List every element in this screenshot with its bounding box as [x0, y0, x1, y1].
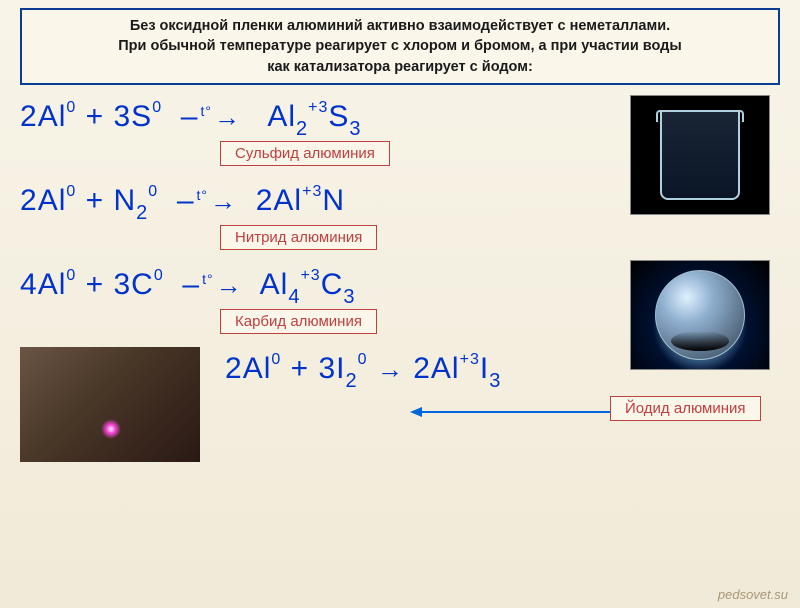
eq1-r2-coef: 3: [113, 100, 131, 133]
eq2-p1-sup: +3: [302, 183, 322, 200]
eq3-p1-sub: 4: [288, 286, 300, 308]
eq1-r2: S: [131, 100, 152, 133]
eq3-cond: t°: [202, 271, 214, 287]
eq4-p1: Al: [431, 352, 460, 385]
eq1-r1-coef: 2: [20, 100, 38, 133]
eq3-r1-sup: 0: [66, 267, 76, 284]
eq3-r2: C: [131, 268, 154, 301]
header-description: Без оксидной пленки алюминий активно вза…: [20, 8, 780, 85]
eq4-p1-sup: +3: [460, 351, 480, 368]
eq2-r1-sup: 0: [66, 183, 76, 200]
eq2-cond: t°: [197, 187, 209, 203]
eq2-r1-coef: 2: [20, 184, 38, 217]
eq1-r1: Al: [38, 100, 67, 133]
eq4-r1: Al: [243, 352, 272, 385]
eq1-p2: S: [328, 100, 349, 133]
eq3-r2-sup: 0: [154, 267, 164, 284]
eq1-r1-sup: 0: [66, 99, 76, 116]
eq2-r1: Al: [38, 184, 67, 217]
eq2-r2-sup: 0: [148, 183, 158, 200]
header-line2: При обычной температуре реагирует с хлор…: [118, 38, 682, 54]
eq1-cond: t°: [200, 103, 212, 119]
main-content: 2Al0 + 3S0 –t°→ Al2+3S3 Сульфид алюминия…: [0, 100, 800, 462]
eq2-p1: Al: [273, 184, 302, 217]
eq1-p1: Al: [267, 100, 296, 133]
eq2-p-coef: 2: [256, 184, 274, 217]
experiment-image-sulfide: [630, 95, 770, 215]
eq4-r1-sup: 0: [271, 351, 281, 368]
eq4-r2: I: [336, 352, 345, 385]
eq2-r2: N: [113, 184, 136, 217]
arrow-icon: [410, 402, 610, 422]
eq3-r2-coef: 3: [113, 268, 131, 301]
eq1-p2-sub: 3: [349, 118, 361, 140]
eq4-p-coef: 2: [413, 352, 431, 385]
eq4-r1-coef: 2: [225, 352, 243, 385]
header-line3: как катализатора реагирует с йодом:: [267, 59, 533, 75]
eq4-r2-coef: 3: [318, 352, 336, 385]
eq1-p1-sub: 2: [296, 118, 308, 140]
eq3-p1-sup: +3: [300, 267, 320, 284]
eq3-p2-sub: 3: [343, 286, 355, 308]
eq3-p1: Al: [260, 268, 289, 301]
eq4-r2-sub: 2: [346, 370, 358, 392]
eq3-p2: C: [321, 268, 344, 301]
label-sulfide: Сульфид алюминия: [220, 141, 390, 166]
eq4-r2-sup: 0: [358, 351, 368, 368]
arrow-to-label: Йодид алюминия: [410, 396, 780, 429]
label-iodide: Йодид алюминия: [610, 396, 761, 421]
eq3-r1: Al: [38, 268, 67, 301]
eq3-r1-coef: 4: [20, 268, 38, 301]
label-nitride: Нитрид алюминия: [220, 225, 377, 250]
eq2-r2-sub: 2: [136, 202, 148, 224]
experiment-image-nitride: [630, 260, 770, 370]
eq1-r2-sup: 0: [152, 99, 162, 116]
eq2-p2: N: [322, 184, 345, 217]
eq4-p2-sub: 3: [489, 370, 501, 392]
header-line1: Без оксидной пленки алюминий активно вза…: [130, 18, 670, 34]
eq4-p2: I: [480, 352, 489, 385]
label-carbide: Карбид алюминия: [220, 309, 377, 334]
experiment-image-iodide: [20, 347, 200, 462]
eq1-p1-sup: +3: [308, 99, 328, 116]
